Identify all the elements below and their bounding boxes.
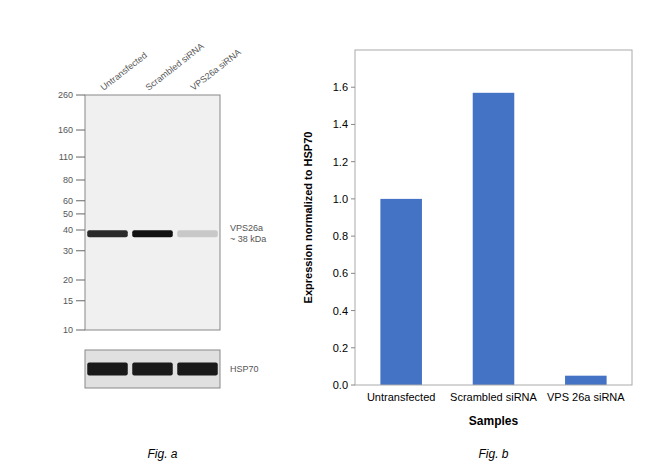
bars <box>380 93 606 385</box>
ladder-label: 260 <box>58 90 73 100</box>
ladder-tick <box>76 200 85 201</box>
x-tick-label: Scrambled siRNA <box>450 391 537 403</box>
panel-caption: Fig. a <box>147 447 177 461</box>
y-tick <box>351 198 355 199</box>
y-tick-label: 1.6 <box>333 81 348 93</box>
ladder-tick <box>76 300 85 301</box>
bar <box>380 199 422 385</box>
loading-band <box>177 363 218 376</box>
y-tick <box>351 347 355 348</box>
y-tick-label: 1.4 <box>333 118 348 130</box>
ladder-label: 80 <box>63 175 73 185</box>
ladder-label: 110 <box>59 152 73 162</box>
y-tick-label: 0.6 <box>333 267 348 279</box>
band <box>87 230 128 237</box>
band <box>177 230 218 237</box>
y-tick <box>351 310 355 311</box>
y-tick <box>351 161 355 162</box>
blot-membrane <box>85 95 220 330</box>
blot-panel: 2601601108060504030201510UntransfectedSc… <box>58 41 266 461</box>
ladder-label: 20 <box>63 275 73 285</box>
x-axis-label: Samples <box>469 414 519 428</box>
bar <box>565 376 607 385</box>
y-tick-label: 0.8 <box>333 230 348 242</box>
ladder-tick <box>76 95 85 96</box>
ladder-label: 50 <box>63 209 73 219</box>
ladder-tick <box>76 280 85 281</box>
ladder-tick <box>76 230 85 231</box>
y-tick <box>351 87 355 88</box>
figure: 260 160 110 80 60 50 40 30 20 15 10 Untransfected Sc… <box>0 0 650 471</box>
x-tick-label: VPS 26a siRNA <box>547 391 625 403</box>
ladder-tick <box>76 130 85 131</box>
y-tick-label: 0.4 <box>333 305 348 317</box>
y-tick <box>351 273 355 274</box>
band <box>132 230 173 237</box>
ladder-tick <box>76 250 85 251</box>
y-tick <box>351 385 355 386</box>
band-label-line: ~ 38 kDa <box>230 234 266 244</box>
ladder-tick <box>76 180 85 181</box>
ladder-label: 40 <box>63 225 73 235</box>
y-tick-label: 0.2 <box>333 342 348 354</box>
loading-label: HSP70 <box>230 364 259 374</box>
ladder-tick <box>76 157 85 158</box>
ladder-tick <box>76 330 85 331</box>
lane-label: VPS26a siRNA <box>189 47 243 92</box>
bar-panel: 0.0 0.2 0.4 0.6 0.8 1.0 1.2 1.4 1.6 Untransfected… <box>302 50 632 461</box>
ladder-label: 10 <box>63 325 73 335</box>
ladder-tick <box>76 213 85 214</box>
loading-membrane <box>85 350 220 388</box>
y-tick <box>351 124 355 125</box>
x-tick-label: Untransfected <box>367 391 435 403</box>
ladder-label: 15 <box>63 296 73 306</box>
ladder-label: 160 <box>58 125 73 135</box>
panel-caption: Fig. b <box>478 447 508 461</box>
y-axis-label: Expression normalized to HSP70 <box>302 132 314 304</box>
loading-band <box>132 363 173 376</box>
y-tick-label: 1.0 <box>333 193 348 205</box>
ladder-label: 60 <box>63 196 73 206</box>
loading-band <box>87 363 128 376</box>
ladder-label: 30 <box>63 246 73 256</box>
band-label-line: VPS26a <box>230 223 263 233</box>
y-tick <box>351 236 355 237</box>
lane-label: Untransfected <box>99 50 149 92</box>
bands <box>87 230 218 237</box>
y-tick-label: 1.2 <box>333 156 348 168</box>
plot-frame <box>355 50 632 385</box>
bar <box>473 93 515 385</box>
band-label: VPS26a~ 38 kDa <box>230 223 266 244</box>
y-tick-label: 0.0 <box>333 379 348 391</box>
background <box>0 0 650 471</box>
